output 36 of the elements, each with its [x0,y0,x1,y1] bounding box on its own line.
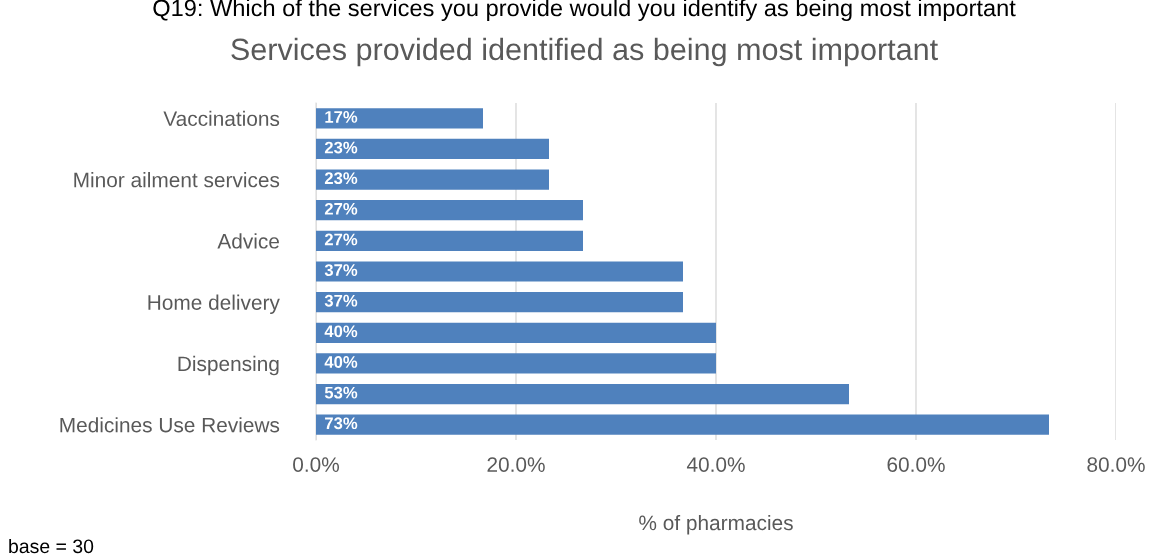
x-tick-label: 20.0% [487,457,545,472]
x-axis-title: % of pharmacies [639,514,793,535]
bar [316,353,716,374]
x-tick-label: 80.0% [1087,457,1145,472]
x-tick-label: 0.0% [293,457,339,472]
data-label: 23% [324,141,358,154]
chart-title: Services provided identified as being most important [231,37,938,67]
bar [316,322,716,343]
bar [316,383,849,405]
bar [316,200,583,221]
bar [316,230,583,251]
y-tick-label: Dispensing [178,355,279,376]
data-label: 37% [324,294,358,307]
bar [316,138,549,160]
x-tick-label: 40.0% [686,457,745,472]
y-tick-label: Advice [217,233,279,249]
data-label: 73% [325,417,358,430]
data-label: 27% [324,202,358,215]
data-label: 23% [324,172,358,185]
bar [316,108,483,129]
bar [316,169,549,190]
y-tick-label: Medicines Use Reviews [60,417,280,433]
x-tick-label: 60.0% [887,457,945,472]
y-tick-label: Vaccinations [163,110,280,127]
y-tick-label: Home delivery [148,294,280,315]
data-label: 37% [324,264,358,276]
bar [316,414,1049,435]
data-label: 40% [324,356,358,368]
text: base = 30 [9,538,94,554]
bar [316,261,683,282]
data-label: 40% [324,325,358,338]
data-label: 17% [325,111,358,123]
bar [316,292,683,313]
data-label: 53% [324,386,358,399]
data-label: 27% [324,233,358,246]
y-tick-label: Minor ailment services [74,172,280,188]
